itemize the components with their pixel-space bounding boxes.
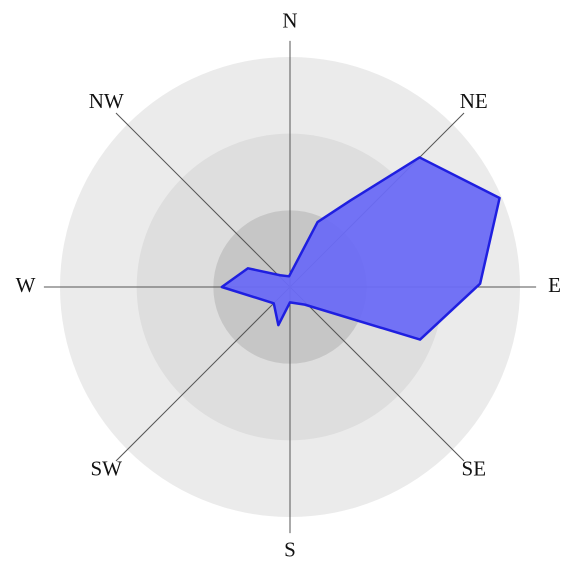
spoke xyxy=(115,112,291,288)
spoke xyxy=(289,286,465,462)
direction-label: E xyxy=(548,273,561,297)
area xyxy=(220,156,501,341)
direction-label: SW xyxy=(90,457,122,481)
direction-label: NE xyxy=(460,89,488,113)
spoke xyxy=(115,286,291,462)
direction-label: NW xyxy=(89,89,124,113)
direction-label: S xyxy=(284,537,296,561)
direction-label: W xyxy=(16,273,36,297)
direction-label: N xyxy=(282,8,297,32)
direction-label: SE xyxy=(462,457,487,481)
